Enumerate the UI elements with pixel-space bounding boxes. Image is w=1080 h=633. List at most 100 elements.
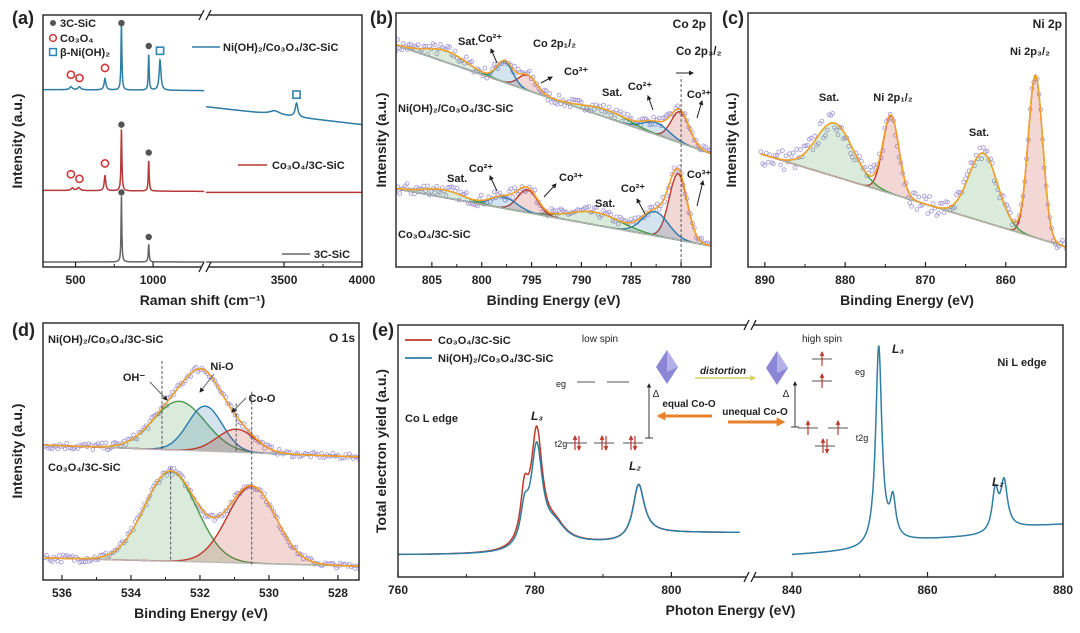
data-point [510, 194, 516, 200]
data-point [778, 162, 783, 168]
x-tick-label: 780 [671, 273, 691, 287]
x-tick-label: 880 [835, 273, 855, 287]
panel-e: 760 780 800 840 860 880 Photon Energy (eV) Tota… [372, 319, 1073, 618]
data-point [979, 156, 984, 161]
annotation-label: low spin [582, 334, 618, 345]
data-point [421, 183, 427, 189]
plot-area [43, 22, 362, 263]
x-tick-label: 840 [782, 583, 802, 597]
annotation-label: O 1s [329, 331, 355, 345]
annotation-label: Ni L edge [997, 357, 1046, 369]
data-point [454, 185, 460, 191]
data-point [547, 91, 553, 96]
annotation-label: Sat. [602, 87, 622, 99]
data-point [654, 201, 660, 207]
annotation-label: Ni 2p [1033, 17, 1062, 31]
annotation-label: Ni 2p₁/₂ [873, 92, 912, 104]
annotation-label: L₃ [531, 409, 543, 423]
x-tick-label: 790 [571, 273, 591, 287]
annotation-label: unequal Co-O [722, 407, 788, 418]
data-point [939, 201, 945, 206]
annotation-label: Sat. [458, 36, 478, 48]
data-point [981, 145, 986, 150]
legend-label: Ni(OH)₂/Co₃O₄/3C-SiC [438, 353, 553, 365]
x-tick-label: 870 [915, 273, 935, 287]
data-point [491, 189, 497, 195]
panel-a: 500 1000 3500 4000 Raman shift (cm⁻¹) Intensi… [9, 8, 376, 308]
series-label: Ni(OH)₂/Co₃O₄/3C-SiC [223, 42, 338, 54]
data-point [830, 111, 835, 116]
x-axis-label: Binding Energy (eV) [487, 292, 621, 308]
co3o4-marker [66, 169, 76, 179]
data-point [99, 440, 105, 446]
x-axis-label: Binding Energy (eV) [840, 292, 974, 308]
annotation-label: t2g [856, 433, 869, 443]
annotation-label: eg [556, 379, 566, 389]
data-point [216, 384, 221, 390]
data-point [912, 191, 918, 196]
annotation-label: OH⁻ [123, 372, 146, 384]
data-point [169, 472, 175, 477]
data-point [406, 42, 412, 47]
data-point [55, 446, 60, 452]
component-fill [760, 75, 1066, 247]
axis-break-mark [750, 319, 757, 331]
component-fill [44, 486, 359, 567]
arrow [231, 397, 247, 413]
legend-label: Co₃O₄ [60, 33, 94, 45]
series-line [43, 196, 205, 263]
y-axis-label: Intensity (a.u.) [9, 404, 25, 499]
data-point [914, 207, 920, 212]
series-line [206, 101, 362, 126]
fit-envelope [760, 73, 1066, 248]
annotation-label: eg [855, 367, 865, 377]
plot-frame [42, 322, 360, 581]
data-point [432, 42, 438, 48]
sic-marker [145, 149, 152, 156]
component-fill [44, 406, 359, 457]
data-point [984, 149, 990, 154]
data-point [438, 190, 443, 195]
data-point [810, 147, 816, 153]
data-point [837, 125, 843, 130]
y-axis-label: Intensity (a.u.) [723, 93, 739, 188]
arrow [490, 48, 498, 64]
data-point [464, 190, 469, 195]
annotation-label: Sat. [595, 198, 615, 210]
data-point [977, 145, 983, 151]
data-point [62, 446, 68, 452]
annotation-label: distortion [700, 366, 746, 377]
octahedron-facet [667, 350, 678, 372]
annotation-label: Co²⁺ [469, 163, 493, 175]
data-point [789, 154, 794, 159]
data-point [497, 190, 503, 196]
arrow [489, 175, 498, 192]
data-point [703, 144, 708, 150]
data-point [512, 185, 517, 190]
arrow [696, 180, 705, 207]
component-fill [760, 122, 1066, 247]
data-point [1060, 238, 1065, 243]
plot-frame [395, 12, 712, 268]
data-point [447, 44, 453, 50]
arrow [199, 373, 215, 393]
background-line [44, 557, 359, 567]
x-axis-label: Binding Energy (eV) [134, 605, 268, 621]
data-point [848, 151, 853, 156]
data-point [798, 147, 803, 152]
axis-break-gap [201, 12, 209, 18]
data-point [551, 208, 556, 213]
data-point [512, 63, 517, 69]
plot-area [398, 345, 1063, 556]
annotation-label: Co²⁺ [628, 81, 652, 93]
x-tick-label: 528 [328, 586, 348, 600]
data-point [808, 135, 814, 141]
plot-area [758, 73, 1066, 251]
annotation-label: L₂ [629, 459, 641, 473]
data-point [916, 194, 922, 200]
annotation-label: Co-O [249, 393, 276, 405]
data-point [835, 132, 841, 137]
data-point [131, 432, 136, 438]
axis-break-mark [198, 261, 205, 273]
